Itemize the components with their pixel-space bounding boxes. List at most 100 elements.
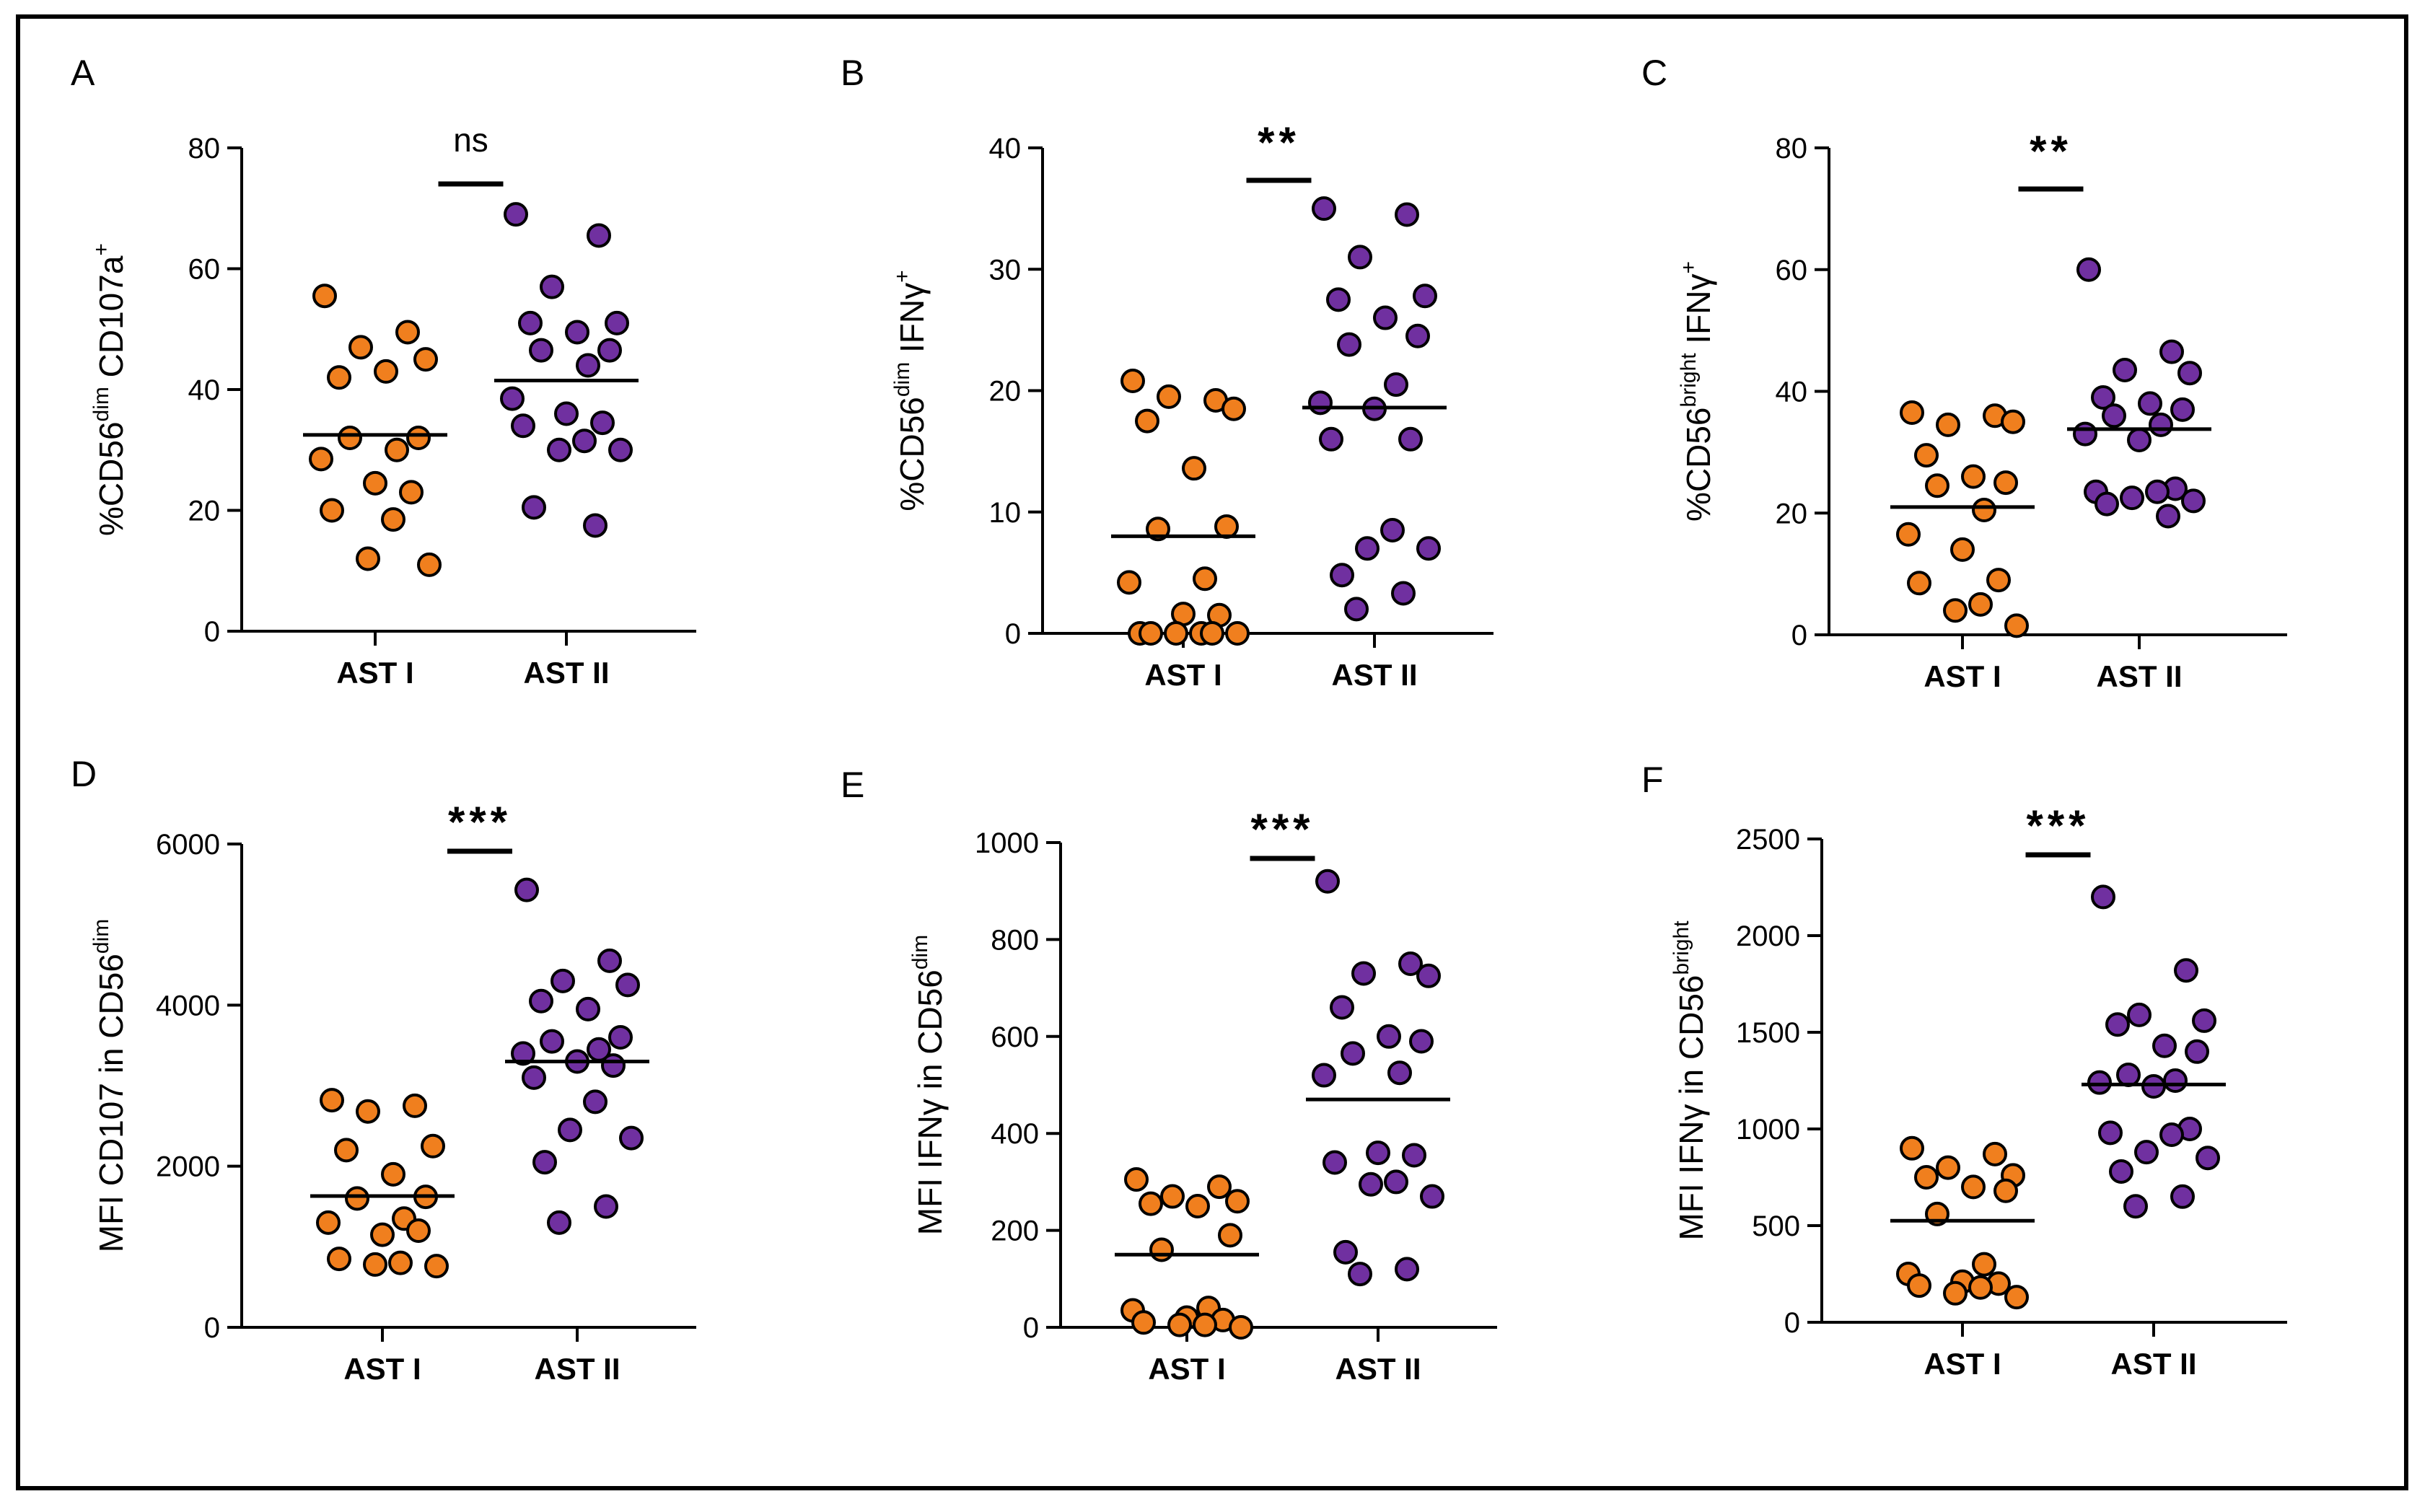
data-point-ast-ii <box>500 386 525 411</box>
data-point-ast-ii <box>1398 951 1423 976</box>
y-tick-label: 800 <box>991 924 1039 956</box>
data-point-ast-i <box>1185 1194 1210 1218</box>
y-tick-label: 20 <box>1776 498 1808 529</box>
x-category-label: AST II <box>2110 1347 2196 1381</box>
data-point-ast-ii <box>1337 332 1361 357</box>
data-point-ast-ii <box>1312 1063 1336 1088</box>
data-point-ast-ii <box>522 1065 546 1090</box>
data-point-ast-ii <box>597 338 622 363</box>
data-point-ast-ii <box>2177 361 2202 386</box>
data-point-ast-ii <box>1312 196 1336 221</box>
data-point-ast-ii <box>615 972 640 998</box>
data-point-ast-ii <box>1395 202 1419 227</box>
y-tick-label: 20 <box>989 376 1022 408</box>
data-point-ast-i <box>309 447 333 472</box>
data-point-ast-i <box>1160 1184 1185 1209</box>
data-point-ast-ii <box>1413 284 1437 309</box>
data-point-ast-ii <box>514 877 539 902</box>
data-point-ast-ii <box>1384 372 1408 397</box>
data-point-ast-i <box>424 1254 449 1279</box>
data-point-ast-i <box>1914 1165 1939 1190</box>
data-point-ast-i <box>1182 456 1206 481</box>
y-tick-label: 60 <box>188 254 221 286</box>
data-point-ast-ii <box>1348 245 1372 270</box>
data-point-ast-i <box>1225 621 1250 646</box>
x-category-label: AST I <box>1148 1352 1225 1386</box>
data-point-ast-i <box>1164 621 1188 646</box>
data-point-ast-i <box>1139 1191 1163 1216</box>
data-point-ast-ii <box>2095 491 2119 517</box>
data-point-ast-i <box>381 507 405 532</box>
data-point-ast-i <box>1214 514 1239 539</box>
y-tick-label: 2500 <box>1736 824 1800 856</box>
data-point-ast-i <box>1900 1135 1924 1161</box>
data-point-ast-i <box>1914 443 1939 468</box>
data-point-ast-i <box>413 347 438 372</box>
data-point-ast-i <box>1907 571 1931 596</box>
x-category-label: AST II <box>1335 1352 1421 1386</box>
data-point-ast-i <box>395 320 420 345</box>
data-point-ast-ii <box>2170 1184 2195 1209</box>
panel-a: A 0 20 40 60 80 AST I AST II %CD56dim CD107a+ ns <box>71 53 696 690</box>
panel-f: F 0 500 1000 1500 2000 2500 AST I AST II MFI IFNγ… <box>1641 760 2287 1381</box>
panel-letter: C <box>1641 53 1667 93</box>
data-point-ast-i <box>356 1099 380 1124</box>
data-point-ast-ii <box>2159 1122 2184 1148</box>
data-point-ast-ii <box>2087 1070 2112 1095</box>
data-point-ast-i <box>338 426 362 450</box>
data-point-ast-ii <box>594 1194 618 1219</box>
data-point-ast-ii <box>1377 1024 1401 1049</box>
y-tick-label: 0 <box>1005 618 1021 650</box>
y-tick-label: 500 <box>1752 1210 1800 1242</box>
data-point-ast-ii <box>601 1053 626 1078</box>
data-point-ast-ii <box>1330 563 1354 588</box>
y-tick-label: 80 <box>188 133 221 164</box>
data-point-ast-ii <box>2170 397 2195 422</box>
y-tick-label: 0 <box>204 1312 220 1344</box>
y-tick-label: 2000 <box>1736 920 1800 952</box>
data-point-ast-i <box>1218 1223 1242 1248</box>
data-point-ast-i <box>1993 470 2018 496</box>
data-point-ast-i <box>417 552 442 577</box>
y-tick-label: 40 <box>1776 377 1808 408</box>
data-point-ast-ii <box>565 320 589 345</box>
data-point-ast-ii <box>529 338 553 363</box>
significance-label: *** <box>448 798 512 846</box>
data-point-ast-ii <box>2163 1068 2188 1093</box>
data-point-ast-i <box>1972 1252 1996 1277</box>
data-point-ast-ii <box>1326 287 1351 312</box>
data-point-ast-ii <box>1330 995 1354 1020</box>
data-point-ast-i <box>406 1218 431 1243</box>
data-point-ast-ii <box>2196 1146 2220 1171</box>
data-point-ast-i <box>1124 1167 1149 1192</box>
data-point-ast-ii <box>590 410 615 436</box>
data-point-ast-i <box>1149 1237 1174 1262</box>
data-point-ast-i <box>1961 1174 1986 1200</box>
x-category-label: AST II <box>2096 659 2182 693</box>
data-point-ast-ii <box>2127 428 2152 452</box>
data-point-ast-ii <box>1348 1262 1372 1287</box>
data-point-ast-ii <box>511 1041 535 1066</box>
y-tick-label: 30 <box>989 254 1022 286</box>
data-point-ast-ii <box>2145 479 2170 504</box>
data-point-ast-i <box>406 426 431 450</box>
y-tick-label: 60 <box>1776 255 1808 286</box>
data-point-ast-i <box>320 498 344 523</box>
data-point-ast-ii <box>2138 391 2162 416</box>
data-point-ast-ii <box>597 948 622 973</box>
y-tick-label: 1500 <box>1736 1017 1800 1049</box>
data-point-ast-ii <box>2073 421 2097 447</box>
data-point-ast-ii <box>1359 1172 1383 1197</box>
y-tick-label: 0 <box>1791 620 1807 651</box>
data-point-ast-i <box>1896 522 1921 547</box>
data-point-ast-ii <box>547 437 571 462</box>
data-point-ast-i <box>1950 537 1975 562</box>
data-point-ast-ii <box>587 223 611 248</box>
data-point-ast-i <box>403 1093 427 1118</box>
y-tick-label: 0 <box>204 616 220 648</box>
y-axis-title: MFI CD107 in CD56dim <box>89 919 130 1252</box>
data-point-ast-ii <box>1341 1041 1365 1066</box>
data-point-ast-i <box>1936 1155 1960 1180</box>
data-point-ast-ii <box>2141 1074 2166 1099</box>
data-point-ast-ii <box>2127 1002 2152 1027</box>
